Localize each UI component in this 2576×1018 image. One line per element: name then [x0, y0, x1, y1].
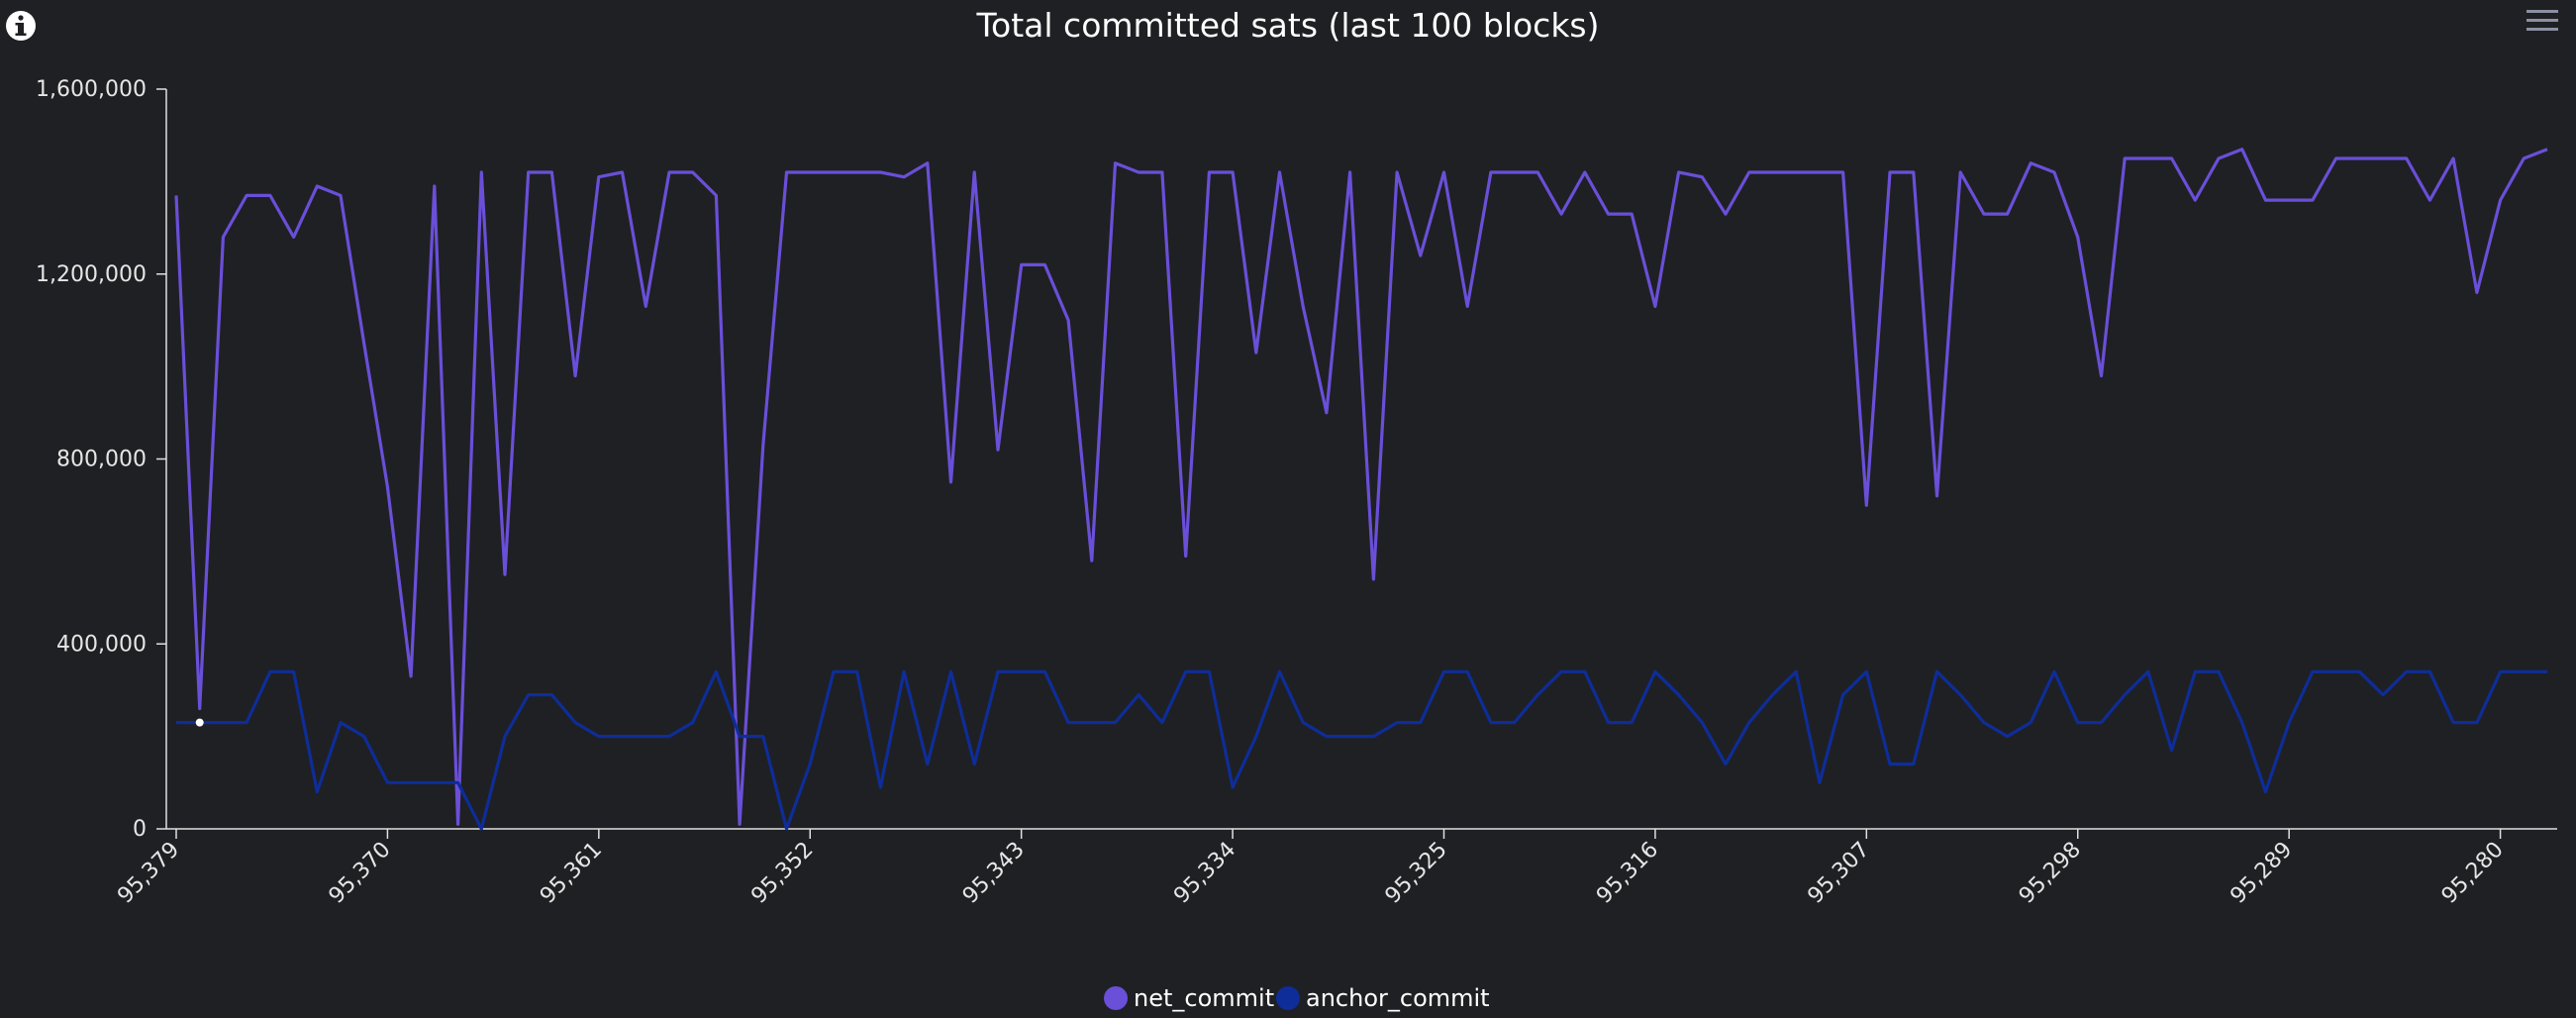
- series-line-anchor-commit[interactable]: [176, 669, 2547, 831]
- legend: net_commit anchor_commit: [1104, 984, 1490, 1012]
- x-tick-label: 95,352: [746, 838, 818, 909]
- legend-label-anchor-commit: anchor_commit: [1306, 984, 1490, 1012]
- legend-label-net-commit: net_commit: [1134, 984, 1274, 1012]
- legend-item-anchor-commit[interactable]: anchor_commit: [1276, 984, 1490, 1012]
- y-tick-label: 1,200,000: [36, 262, 147, 287]
- hamburger-menu-icon[interactable]: [2523, 8, 2562, 38]
- x-tick-label: 95,280: [2437, 838, 2509, 909]
- series-lines: [174, 148, 2548, 831]
- x-tick-label: 95,334: [1169, 838, 1240, 909]
- x-tick-label: 95,343: [958, 838, 1030, 909]
- x-axis: 95,379 95,370 95,361 95,352 95,343 95,334 95,3…: [113, 828, 2557, 909]
- data-point-marker[interactable]: [195, 718, 204, 727]
- legend-item-net-commit[interactable]: net_commit: [1104, 984, 1274, 1012]
- y-tick-label: 800,000: [56, 448, 147, 472]
- legend-marker-net-commit: [1104, 986, 1128, 1010]
- x-tick-label: 95,361: [536, 838, 607, 909]
- series-line-net-commit[interactable]: [174, 148, 2548, 826]
- legend-marker-anchor-commit: [1276, 986, 1300, 1010]
- y-tick-label: 0: [133, 817, 147, 842]
- hover-marker: [195, 718, 204, 727]
- x-tick-label: 95,370: [325, 838, 396, 909]
- x-tick-label: 95,316: [1592, 838, 1663, 909]
- x-tick-label: 95,298: [2015, 838, 2086, 909]
- x-tick-label: 95,289: [2226, 838, 2297, 909]
- y-axis: 0 400,000 800,000 1,200,000 1,600,000: [36, 77, 167, 842]
- x-tick-label: 95,307: [1803, 838, 1874, 909]
- chart-title: Total committed sats (last 100 blocks): [976, 6, 1600, 45]
- info-icon[interactable]: [6, 11, 36, 41]
- y-tick-label: 1,600,000: [36, 77, 147, 102]
- y-tick-label: 400,000: [56, 632, 147, 657]
- x-tick-label: 95,325: [1381, 838, 1452, 909]
- x-tick-label: 95,379: [113, 838, 184, 909]
